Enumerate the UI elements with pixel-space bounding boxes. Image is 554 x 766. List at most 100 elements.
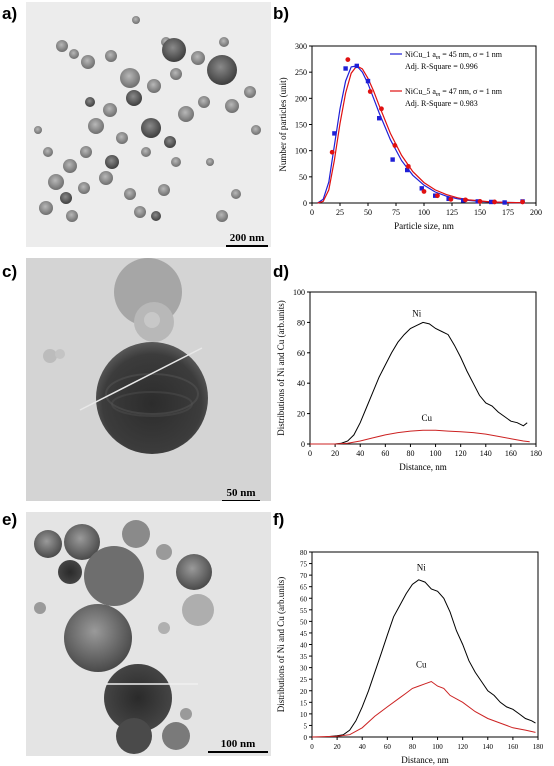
panel-label-c: c): [2, 262, 18, 281]
x-tick-label: 100: [430, 449, 442, 458]
x-tick-label: 25: [336, 208, 344, 217]
profile-line-Ni: [310, 321, 528, 445]
x-tick-label: 180: [533, 743, 544, 751]
y-tick-label: 20: [300, 688, 308, 696]
data-point-NiCu_5: [492, 199, 497, 205]
panel-label-e: e): [2, 510, 18, 529]
chart-d-svg: 0 20 40 60 80 100 120 140 160 180 0 20 40 60 80 100 Dist…: [276, 288, 542, 472]
x-tick-label: 60: [384, 743, 392, 751]
data-point-NiCu_5: [421, 189, 427, 194]
x-tick-label: 200: [530, 208, 542, 217]
y-tick-label: 30: [300, 665, 308, 673]
data-point-NiCu_5: [379, 106, 384, 112]
chart-f-svg: 0 20 40 60 80 100 120 140 160 180 0 5 10 15 20 25 30 35 40…: [276, 549, 544, 765]
x-tick-label: 20: [334, 743, 342, 751]
y-tick-label: 300: [295, 42, 307, 51]
y-tick-label: 250: [295, 68, 307, 77]
x-tick-label: 60: [381, 449, 389, 458]
panel-label-a: a): [2, 4, 18, 23]
data-point-NiCu_1: [502, 200, 507, 205]
y-tick-label: 40: [300, 642, 308, 650]
y-tick-label: 60: [300, 595, 308, 603]
fit-curve-NiCu_5: [317, 65, 525, 204]
y-tick-label: 40: [297, 379, 305, 388]
y-tick-label: 80: [297, 318, 305, 327]
y-tick-label: 35: [300, 653, 308, 661]
y-tick-label: 20: [297, 410, 305, 419]
x-tick-label: 120: [455, 449, 467, 458]
x-tick-label: 120: [457, 743, 468, 751]
x-tick-label: 50: [364, 208, 372, 217]
data-point-NiCu_5: [520, 199, 525, 205]
x-tick-label: 80: [409, 743, 417, 751]
data-point-NiCu_5: [405, 163, 411, 169]
annotation-cu: Cu: [416, 660, 427, 670]
y-tick-label: 100: [293, 288, 305, 297]
y-tick-label: 75: [300, 561, 308, 569]
y-tick-label: 80: [300, 549, 308, 557]
scan-line-c: [79, 347, 203, 411]
y-tick-label: 60: [297, 349, 305, 358]
profile-line-Cu: [310, 429, 530, 445]
x-tick-label: 40: [356, 449, 364, 458]
x-tick-label: 140: [483, 743, 494, 751]
x-axis-label: Distance, nm: [401, 755, 449, 765]
legend-entry: NiCu_5 am = 47 nm, σ = 1 nm: [405, 87, 503, 98]
x-tick-label: 150: [474, 208, 486, 217]
data-point-NiCu_1: [489, 199, 494, 205]
y-tick-label: 0: [303, 199, 307, 208]
y-tick-label: 0: [301, 440, 305, 449]
data-point-NiCu_1: [332, 131, 337, 136]
data-point-NiCu_5: [367, 89, 373, 94]
data-point-NiCu_5: [329, 149, 335, 155]
y-tick-label: 50: [300, 618, 308, 626]
panel-label-d: d): [273, 262, 290, 281]
scale-bar-e: 100 nm: [208, 738, 268, 753]
y-tick-label: 45: [300, 630, 308, 638]
profile-line-Cu: [311, 680, 536, 738]
scale-bar-a: 200 nm: [226, 232, 268, 247]
data-point-NiCu_1: [377, 116, 382, 121]
x-tick-label: 125: [446, 208, 458, 217]
plot-frame: [311, 551, 539, 738]
x-tick-label: 80: [406, 449, 414, 458]
chart-d: 0 20 40 60 80 100 120 140 160 180 0 20 40 60 80 100 Dist…: [276, 258, 554, 510]
x-tick-label: 20: [331, 449, 339, 458]
data-point-NiCu_5: [392, 143, 398, 148]
chart-b: 0 25 50 75 100 125 150 175 200 0 50 100 150 200 250 300…: [276, 0, 554, 258]
x-tick-label: 100: [432, 743, 443, 751]
x-tick-label: 75: [392, 208, 400, 217]
y-tick-label: 15: [300, 699, 308, 707]
x-tick-label: 0: [308, 449, 312, 458]
data-point-NiCu_1: [390, 157, 395, 162]
data-point-NiCu_5: [477, 199, 483, 204]
x-tick-label: 160: [508, 743, 519, 751]
data-point-NiCu_5: [345, 57, 351, 63]
tem-image-a: 200 nm: [26, 2, 271, 247]
x-tick-label: 175: [502, 208, 514, 217]
y-tick-label: 50: [299, 173, 307, 182]
tem-particles-e: [34, 520, 214, 754]
y-tick-label: 10: [300, 711, 308, 719]
legend-entry: NiCu_1 am = 45 nm, σ = 1 nm: [405, 50, 503, 61]
scale-bar-label-c: 50 nm: [226, 487, 256, 499]
scale-bar-label-a: 200 nm: [229, 232, 265, 244]
x-tick-label: 160: [505, 449, 517, 458]
data-point-NiCu_1: [405, 167, 410, 173]
y-tick-label: 5: [304, 722, 308, 730]
annotation-ni: Ni: [417, 563, 426, 573]
data-point-NiCu_1: [419, 186, 424, 191]
data-point-NiCu_5: [435, 193, 440, 199]
y-axis-label: Distributions of Ni and Cu (arb.units): [276, 300, 286, 436]
tem-image-e: 100 nm: [26, 512, 271, 756]
y-tick-label: 200: [295, 94, 307, 103]
profile-line-Ni: [312, 579, 536, 738]
chart-b-svg: 0 25 50 75 100 125 150 175 200 0 50 100 150 200 250 300…: [278, 42, 542, 231]
y-tick-label: 0: [304, 734, 308, 742]
x-axis-label: Distance, nm: [399, 462, 447, 472]
y-tick-label: 100: [295, 147, 307, 156]
tem-particles-c: [26, 258, 271, 501]
x-tick-label: 40: [359, 743, 367, 751]
data-point-NiCu_1: [343, 66, 348, 71]
data-point-NiCu_5: [463, 197, 468, 203]
